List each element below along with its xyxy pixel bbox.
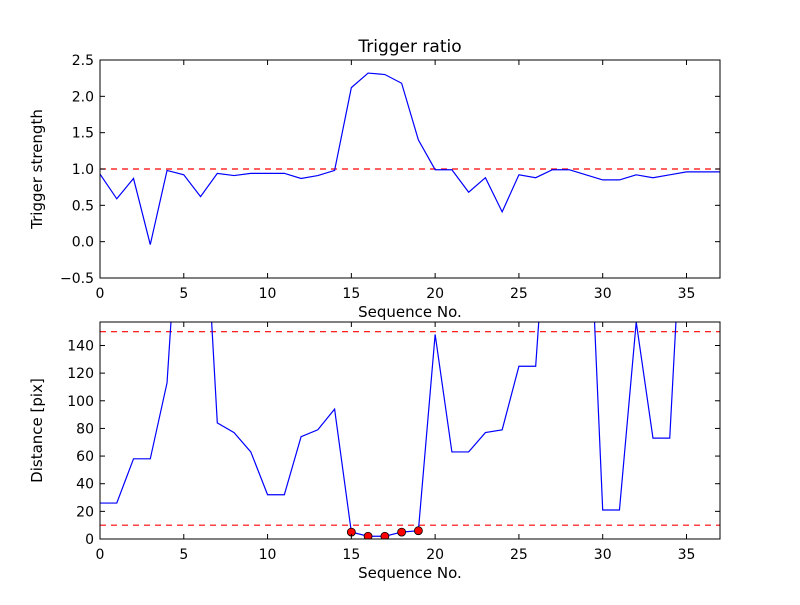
y-tick-label: 1.0 (72, 162, 94, 178)
x-tick-label: 15 (342, 286, 360, 302)
plot-data (100, 72, 720, 245)
x-axis-label: Sequence No. (358, 564, 462, 582)
x-tick-label: 35 (678, 286, 696, 302)
data-marker (380, 531, 390, 539)
x-tick-label: 5 (179, 286, 188, 302)
x-tick-label: 30 (594, 286, 612, 302)
x-tick-label: 10 (259, 547, 277, 563)
chart-panel-2: 0 5 10 15 20 25 30 35 0 20 40 60 80 100 120 140 Sequence… (28, 321, 721, 582)
x-tick-label: 20 (426, 286, 444, 302)
y-tick-label: 0.5 (72, 198, 94, 214)
y-tick-label: 40 (76, 477, 94, 493)
y-tick-label: 80 (76, 421, 94, 437)
x-tick-label: 0 (96, 547, 105, 563)
data-marker (397, 527, 407, 537)
x-tick-label: 15 (342, 547, 360, 563)
plot-data (100, 322, 720, 539)
series-line (100, 322, 677, 537)
chart-title: Trigger ratio (357, 37, 461, 57)
y-tick-label: 1.5 (72, 126, 94, 142)
x-tick-label: 10 (259, 286, 277, 302)
series-line (100, 72, 720, 245)
y-axis-label: Trigger strength (28, 109, 46, 230)
y-tick-label: 20 (76, 504, 94, 520)
y-tick-label: 2.5 (72, 53, 94, 69)
data-marker (363, 531, 373, 539)
y-axis-label: Distance [pix] (28, 378, 46, 483)
x-tick-label: 20 (426, 547, 444, 563)
x-tick-label: 25 (510, 547, 528, 563)
x-tick-label: 30 (594, 547, 612, 563)
y-tick-label: 60 (76, 449, 94, 465)
x-tick-label: 25 (510, 286, 528, 302)
plot-area (100, 322, 720, 539)
y-tick-label: −0.5 (60, 271, 94, 287)
y-tick-label: 2.0 (72, 89, 94, 105)
y-tick-label: 0 (85, 532, 94, 548)
y-tick-label: 100 (67, 394, 94, 410)
x-tick-label: 35 (678, 547, 696, 563)
data-marker (413, 526, 423, 536)
y-tick-label: 0.0 (72, 235, 94, 251)
x-tick-label: 0 (96, 286, 105, 302)
chart-panel-1: 0 5 10 15 20 25 30 35 −0.5 0.0 0.5 1.0 1.5 2.0 2.5 Sequ… (28, 37, 721, 321)
x-tick-label: 5 (179, 547, 188, 563)
y-tick-label: 140 (67, 338, 94, 354)
x-axis-label: Sequence No. (358, 303, 462, 321)
y-tick-label: 120 (67, 366, 94, 382)
axes-frame (99, 321, 721, 540)
